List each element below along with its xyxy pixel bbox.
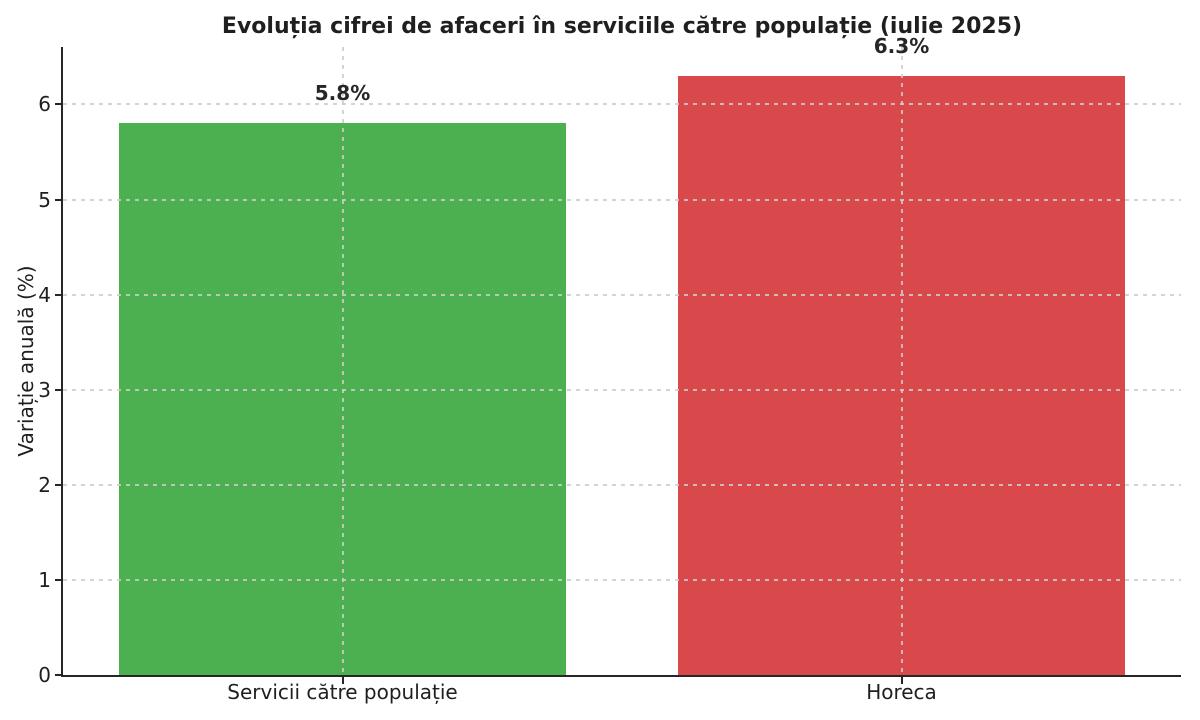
h-gridline [63, 293, 1181, 296]
y-tick-label: 6 [38, 92, 51, 117]
y-tick-mark [55, 198, 63, 201]
v-gridline [900, 47, 903, 675]
h-gridline [63, 483, 1181, 486]
y-axis-label: Variație anuală (%) [14, 265, 38, 457]
y-tick-mark [55, 388, 63, 391]
h-gridline [63, 198, 1181, 201]
y-tick-mark [55, 578, 63, 581]
y-tick-label: 0 [38, 663, 51, 687]
bar-value-label: 5.8% [314, 81, 371, 106]
y-tick-label: 1 [38, 567, 51, 592]
y-tick-label: 5 [38, 187, 51, 212]
h-gridline [63, 388, 1181, 391]
x-tick-mark [900, 677, 903, 684]
y-tick-mark [55, 483, 63, 486]
chart-title: Evoluția cifrei de afaceri în serviciile… [221, 14, 1023, 39]
y-tick-mark [55, 103, 63, 106]
y-tick-label: 3 [38, 377, 51, 402]
y-tick-label: 4 [38, 282, 51, 307]
x-axis-spine [61, 675, 1181, 677]
y-tick-mark [55, 293, 63, 296]
y-tick-mark [55, 674, 63, 676]
y-axis-spine [61, 47, 63, 677]
v-gridline [341, 47, 344, 675]
h-gridline [63, 103, 1181, 106]
h-gridline [63, 578, 1181, 581]
y-tick-label: 2 [38, 472, 51, 497]
x-tick-label: Servicii către populație [227, 680, 458, 704]
bar-value-label: 6.3% [873, 33, 930, 58]
x-tick-mark [341, 677, 344, 684]
x-tick-label: Horeca [866, 680, 937, 704]
